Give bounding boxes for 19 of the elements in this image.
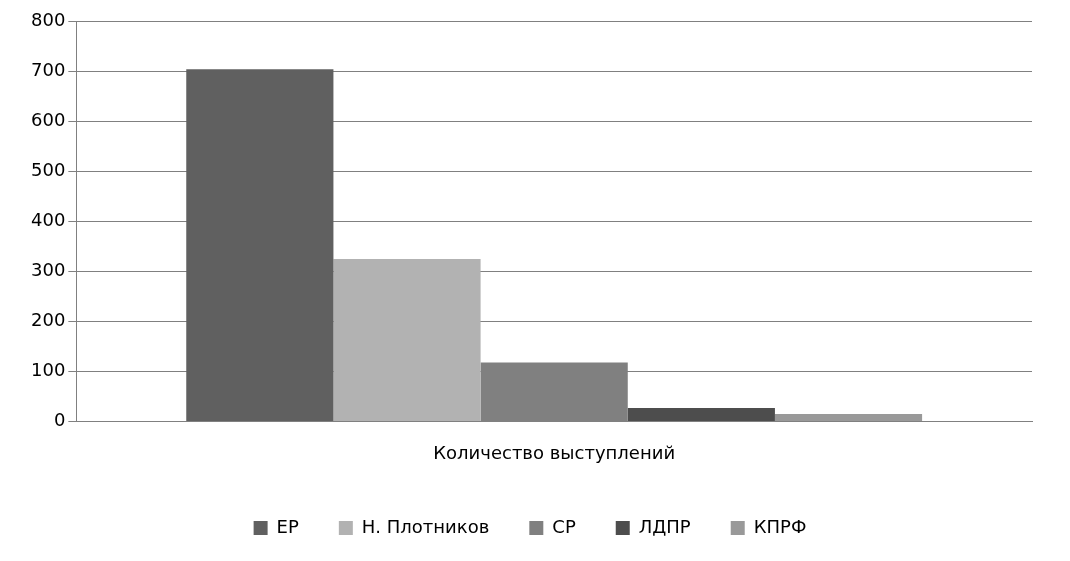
legend-label: СР <box>552 515 576 537</box>
y-tick-label: 500 <box>31 159 66 181</box>
bar <box>774 413 923 421</box>
y-tick-label: 700 <box>31 59 66 81</box>
y-tick-label: 600 <box>31 109 66 131</box>
bar <box>186 69 334 421</box>
y-tick-label: 0 <box>53 409 66 431</box>
legend-label: ЕР <box>276 515 299 537</box>
legend-label: Н. Плотников <box>361 515 490 537</box>
y-tick-label: 100 <box>31 359 66 381</box>
y-tick-label: 200 <box>31 309 66 331</box>
legend-label: КПРФ <box>753 515 807 537</box>
y-tick-label: 300 <box>31 259 66 281</box>
bar <box>627 407 775 421</box>
bar <box>333 259 481 421</box>
legend-label: ЛДПР <box>638 515 691 537</box>
y-tick-label: 400 <box>31 209 66 231</box>
y-tick-label: 800 <box>31 9 66 31</box>
x-tick-label: Количество выступлений <box>433 441 676 463</box>
